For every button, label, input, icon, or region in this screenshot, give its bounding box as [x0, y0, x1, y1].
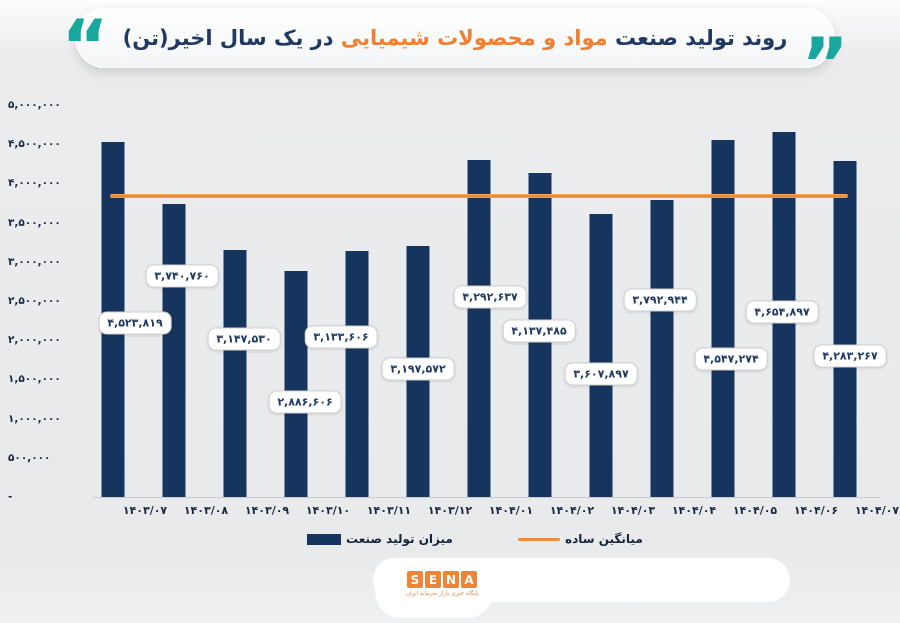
bar-6 [467, 160, 491, 497]
bar-value-callout: ۳,۱۴۷,۵۳۰ [207, 327, 281, 351]
x-axis-label: ۱۴۰۴/۰۳ [610, 504, 656, 517]
y-tick-label: ۵۰۰,۰۰۰ [8, 451, 51, 464]
x-axis-label: ۱۴۰۳/۱۰ [305, 504, 351, 517]
legend-label-average: میانگین ساده [565, 532, 643, 546]
production-bar-swatch-icon [307, 533, 341, 545]
logo-letter-tile: N [443, 571, 459, 588]
sena-logo-caption: پایگاه خبری بازار سرمایه ایران [405, 590, 479, 597]
average-line-swatch-icon [518, 537, 560, 541]
x-axis-label: ۱۴۰۴/۰۷ [854, 504, 900, 517]
logo-letter-tile: E [425, 571, 441, 588]
y-tick-label: ۵,۰۰۰,۰۰۰ [8, 99, 61, 111]
legend-item-production: میزان تولید صنعت [307, 532, 453, 546]
x-axis-label: ۱۴۰۳/۰۷ [122, 504, 168, 517]
average-line [110, 193, 848, 198]
legend-label-production: میزان تولید صنعت [346, 532, 453, 546]
title-part-2: مواد و محصولات شیمیایی [340, 26, 608, 50]
bar-value-callout: ۴,۶۵۴,۸۹۷ [745, 300, 819, 324]
x-axis-label: ۱۴۰۳/۰۹ [244, 504, 290, 517]
bar-10 [711, 140, 735, 497]
bar-value-callout: ۴,۲۹۲,۶۳۷ [453, 285, 527, 309]
page-title: روند تولید صنعت مواد و محصولات شیمیایی د… [123, 26, 788, 50]
y-tick-label: ۲,۵۰۰,۰۰۰ [8, 295, 61, 307]
x-axis-label: ۱۴۰۴/۰۴ [671, 504, 717, 517]
y-tick-label: ۴,۵۰۰,۰۰۰ [8, 138, 61, 151]
y-tick-label: ۱,۵۰۰,۰۰۰ [8, 373, 61, 386]
x-axis-label: ۱۴۰۴/۰۲ [549, 504, 595, 517]
bar-value-callout: ۳,۱۹۷,۵۷۲ [381, 357, 455, 381]
y-tick-label: ۲,۰۰۰,۰۰۰ [8, 334, 61, 347]
x-axis-label: ۱۴۰۴/۰۱ [488, 504, 534, 517]
y-tick-label: - [8, 491, 13, 503]
bar-12 [833, 161, 857, 497]
title-part-1: روند تولید صنعت [614, 26, 788, 50]
logo-letter-tile: A [461, 571, 477, 588]
bar-value-callout: ۴,۲۸۳,۲۶۷ [813, 344, 887, 368]
y-tick-label: ۳,۰۰۰,۰۰۰ [8, 255, 61, 268]
x-axis-label: ۱۴۰۳/۱۱ [366, 504, 412, 517]
title-part-3: در یک سال اخیر(تن) [122, 26, 334, 50]
y-tick-label: ۱,۰۰۰,۰۰۰ [8, 412, 61, 425]
x-axis-label: ۱۴۰۴/۰۶ [793, 504, 839, 517]
y-tick-label: ۴,۰۰۰,۰۰۰ [8, 177, 61, 190]
bar-3 [284, 270, 308, 497]
bar-value-callout: ۳,۷۴۰,۷۶۰ [145, 264, 219, 288]
bar-value-callout: ۴,۵۴۷,۲۷۴ [694, 347, 768, 371]
bar-value-callout: ۴,۵۲۳,۸۱۹ [98, 311, 172, 335]
legend-item-average: میانگین ساده [518, 532, 643, 546]
bar-value-callout: ۴,۱۳۷,۴۸۵ [502, 319, 576, 343]
x-axis-label: ۱۴۰۳/۱۲ [427, 504, 473, 517]
bar-4 [345, 251, 369, 497]
bar-value-callout: ۳,۷۹۲,۹۴۴ [623, 288, 697, 312]
footer-logo-card [375, 558, 493, 618]
bar-value-callout: ۳,۶۰۷,۸۹۷ [564, 362, 638, 386]
x-axis-label: ۱۴۰۳/۰۸ [183, 504, 229, 517]
bar-8 [589, 214, 613, 497]
bar-1 [162, 203, 186, 497]
title-card: ” روند تولید صنعت مواد و محصولات شیمیایی… [61, 4, 849, 106]
bar-value-callout: ۳,۱۳۳,۶۰۶ [304, 325, 378, 349]
y-tick-label: ۳,۵۰۰,۰۰۰ [8, 216, 61, 229]
bar-2 [223, 250, 247, 497]
bar-9 [650, 199, 674, 497]
x-axis-line [93, 497, 880, 498]
logo-letter-tile: S [407, 571, 423, 588]
x-axis-label: ۱۴۰۴/۰۵ [732, 504, 778, 517]
bar-value-callout: ۲,۸۸۶,۶۰۶ [268, 390, 342, 414]
